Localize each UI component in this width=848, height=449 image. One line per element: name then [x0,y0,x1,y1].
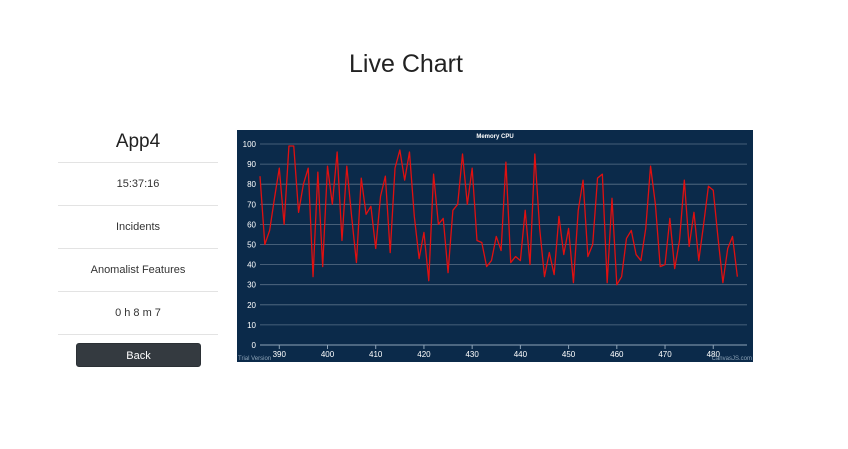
x-tick-label: 480 [707,350,721,359]
y-tick-label: 70 [247,200,256,209]
chart-title: Memory CPU [476,134,513,140]
series-line [259,145,739,286]
x-tick-label: 390 [273,350,287,359]
duration-row: 0 h 8 m 7 [58,292,218,335]
y-tick-label: 40 [247,261,256,270]
y-tick-label: 30 [247,281,256,290]
y-tick-label: 60 [247,220,256,229]
y-tick-label: 100 [243,140,257,149]
x-tick-label: 460 [610,350,624,359]
x-tick-label: 470 [658,350,672,359]
y-tick-label: 10 [247,321,256,330]
watermark-right: CanvasJS.com [712,356,752,362]
y-tick-label: 50 [247,241,256,250]
page-title: Live Chart [349,50,463,78]
incidents-row[interactable]: Incidents [58,206,218,249]
anomalist-features-row[interactable]: Anomalist Features [58,249,218,292]
y-tick-label: 0 [252,341,257,350]
live-chart: Memory CPU 0 10 20 30 40 50 60 70 80 90 100 390 400 41… [237,130,753,362]
watermark-left: Trial Version [238,356,271,362]
x-tick-label: 420 [417,350,431,359]
x-tick-label: 410 [369,350,383,359]
x-tick-label: 440 [514,350,528,359]
app-info-panel: App4 15:37:16 Incidents Anomalist Featur… [58,124,218,335]
app-name: App4 [58,124,218,163]
y-tick-label: 90 [247,160,256,169]
x-tick-label: 430 [465,350,479,359]
x-tick-label: 450 [562,350,576,359]
time-row: 15:37:16 [58,163,218,206]
y-tick-label: 20 [247,301,256,310]
back-button[interactable]: Back [76,343,201,367]
y-tick-label: 80 [247,180,256,189]
x-tick-label: 400 [321,350,335,359]
chart-svg: Memory CPU 0 10 20 30 40 50 60 70 80 90 100 390 400 41… [237,130,753,362]
